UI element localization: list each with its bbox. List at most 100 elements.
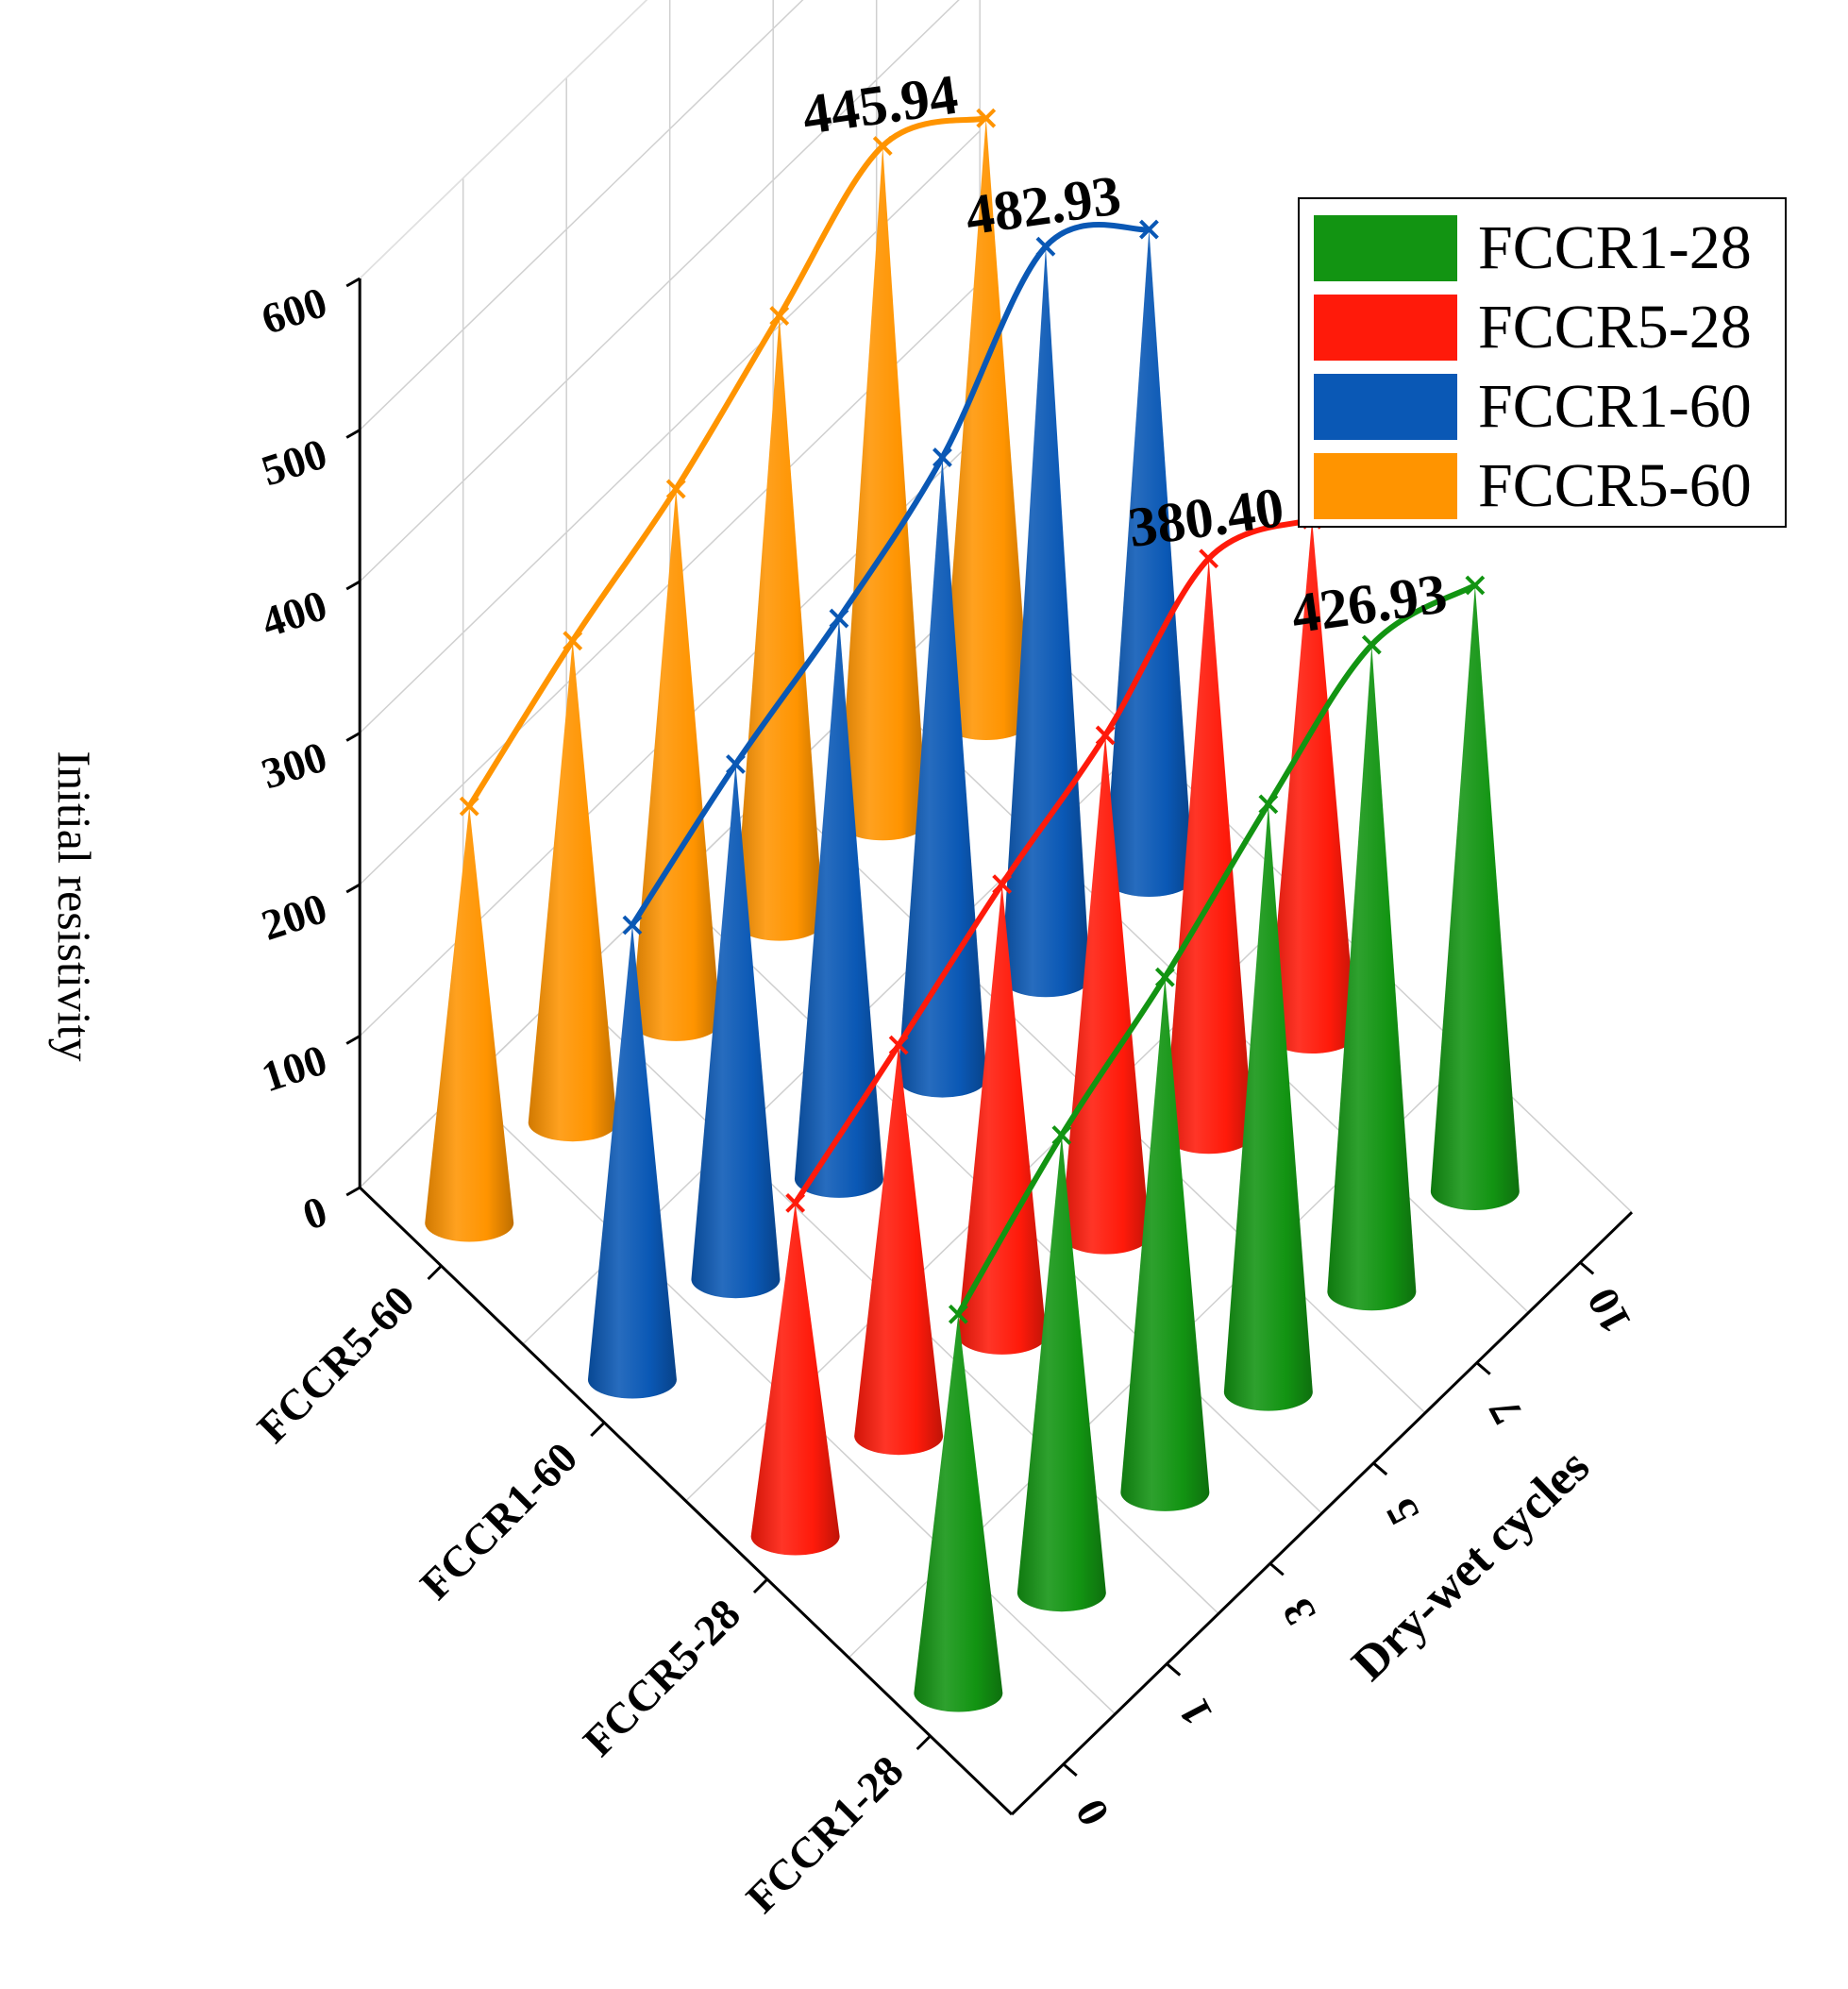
cone-FCCR5-60-cycle-0 [425,806,514,1242]
data-point-FCCR5-60-10 [976,108,997,128]
x-axis-title: Dry-wet cycles [1342,1440,1600,1692]
data-point-FCCR5-28-0 [785,1192,806,1213]
legend-swatch-FCCR5-60 [1314,453,1457,519]
z-tick [345,1035,361,1045]
group-tick [427,1264,443,1281]
wall-grid-horizontal [359,0,804,431]
cone-FCCR5-28-cycle-3 [957,884,1047,1355]
legend-label-FCCR5-28: FCCR5-28 [1478,293,1752,362]
cone-body [1104,229,1194,897]
data-point-FCCR1-28-3 [1154,967,1175,987]
cycle-tick-label: 1 [1169,1692,1222,1733]
cone-body [941,118,1031,740]
cycle-tick [1268,1562,1285,1576]
cycle-tick [1166,1662,1182,1677]
cone-FCCR1-60-cycle-0 [587,924,677,1399]
wall-grid-horizontal [359,130,981,734]
cone-body [794,618,883,1198]
cone-FCCR5-60-cycle-7 [838,145,928,841]
cycle-tick [1579,1261,1595,1275]
z-tick-label: 100 [256,1036,332,1102]
data-point-FCCR5-60-1 [563,631,583,651]
legend-swatch-FCCR1-28 [1314,215,1457,281]
data-point-FCCR5-28-3 [992,874,1013,895]
data-point-FCCR1-60-7 [1035,236,1056,257]
cone-body [1016,1135,1106,1612]
legend-label-FCCR5-60: FCCR5-60 [1478,451,1752,520]
cycle-tick-label: 5 [1376,1491,1429,1532]
cone-body [1120,977,1210,1511]
cone-FCCR5-60-cycle-10 [941,118,1031,740]
data-point-FCCR1-60-3 [829,608,849,629]
data-point-FCCR5-28-7 [1199,548,1219,569]
cone-FCCR1-60-cycle-7 [1000,246,1090,998]
cone-body [1268,519,1357,1053]
cone-FCCR5-28-cycle-10 [1268,519,1357,1053]
cone-body [854,1045,944,1456]
z-tick [345,429,361,439]
cone-FCCR1-60-cycle-3 [794,618,883,1198]
cycle-tick-label: 3 [1272,1591,1325,1632]
cone-body [528,640,617,1142]
group-tick [590,1421,606,1438]
z-tick [345,580,361,591]
series-lines [459,108,1486,1324]
legend-swatch-FCCR1-60 [1314,374,1457,440]
cone-body [1000,246,1090,998]
group-axis-line [359,1186,1014,1816]
cone-FCCR5-28-cycle-0 [750,1203,840,1556]
z-axis-title: Initial resistivity [48,750,101,1061]
cone-body [914,1314,1003,1712]
legend-label-FCCR1-28: FCCR1-28 [1478,213,1752,282]
cone-FCCR5-28-cycle-7 [1164,558,1253,1155]
wall-grid-horizontal [359,0,960,582]
data-point-FCCR1-60-10 [1139,219,1159,240]
data-point-FCCR5-60-3 [665,479,686,499]
data-point-FCCR1-28-10 [1465,575,1486,596]
cone-FCCR5-60-cycle-5 [734,315,824,941]
data-point-FCCR5-60-7 [872,136,893,156]
cone-body [957,884,1047,1355]
data-point-FCCR1-28-0 [948,1304,968,1324]
z-tick-label: 500 [256,430,332,496]
cone-body [587,924,677,1399]
data-point-FCCR5-60-5 [769,306,790,327]
z-tick-label: 200 [256,884,332,950]
group-tick-label: FCCR5-28 [574,1590,749,1765]
wall-top-edge [359,0,648,279]
group-tick-label: FCCR1-60 [411,1433,586,1609]
cycle-tick [1372,1461,1388,1476]
cone-body [631,488,721,1041]
cycle-tick-label: 7 [1479,1391,1532,1432]
data-point-FCCR1-60-0 [622,915,643,936]
cycle-tick [1475,1361,1491,1375]
data-point-FCCR1-28-7 [1361,634,1382,655]
cone-body [1164,558,1253,1155]
cone-body [1223,803,1313,1411]
z-tick-label: 600 [256,278,332,344]
cone-FCCR1-28-cycle-7 [1327,645,1417,1311]
data-point-FCCR1-60-1 [726,754,746,774]
cone-body [750,1203,840,1556]
cone-FCCR1-28-cycle-10 [1430,584,1520,1210]
cone-FCCR1-28-cycle-5 [1223,803,1313,1411]
z-tick [345,1186,361,1197]
cone-FCCR5-28-cycle-1 [854,1045,944,1456]
cone-body [691,764,781,1299]
cone-FCCR5-60-cycle-1 [528,640,617,1142]
z-tick-label: 0 [297,1187,333,1239]
cone-body [1061,734,1151,1255]
cone-body [1430,584,1520,1210]
cone-FCCR1-60-cycle-10 [1104,229,1194,897]
group-tick-label: FCCR5-60 [248,1276,424,1452]
data-point-FCCR5-28-1 [888,1035,909,1055]
z-tick [345,883,361,894]
legend-label-FCCR1-60: FCCR1-60 [1478,372,1752,441]
z-tick-label: 400 [256,581,332,647]
group-tick [916,1734,932,1751]
group-tick [752,1577,769,1594]
cone-FCCR5-28-cycle-5 [1061,734,1151,1255]
peak-label-FCCR5-60: 445.94 [798,63,962,146]
cone-FCCR1-60-cycle-1 [691,764,781,1299]
